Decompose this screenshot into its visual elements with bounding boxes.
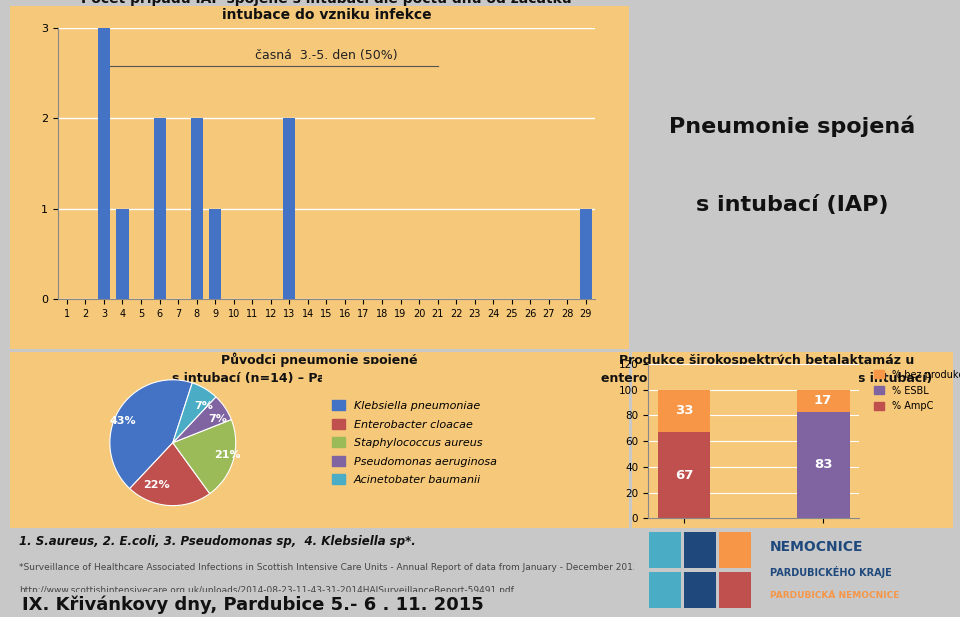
Bar <box>658 390 710 432</box>
Wedge shape <box>173 383 216 443</box>
Text: 22%: 22% <box>143 481 170 491</box>
Text: 67: 67 <box>675 469 693 482</box>
Text: *Surveillance of Healthcare Associated Infections in Scottish Intensive Care Uni: *Surveillance of Healthcare Associated I… <box>19 563 702 572</box>
Wedge shape <box>130 443 210 505</box>
FancyBboxPatch shape <box>684 532 716 568</box>
Text: NEMOCNICE: NEMOCNICE <box>770 540 863 554</box>
FancyBboxPatch shape <box>719 532 751 568</box>
Bar <box>154 118 165 299</box>
Bar <box>580 209 592 299</box>
FancyBboxPatch shape <box>650 532 682 568</box>
Wedge shape <box>173 420 236 494</box>
Text: 7%: 7% <box>208 413 228 424</box>
Legend: počet případů: počet případů <box>644 140 761 160</box>
Bar <box>116 209 129 299</box>
Text: PARDUBICKÉHO KRAJE: PARDUBICKÉHO KRAJE <box>770 566 892 578</box>
Bar <box>797 390 850 412</box>
Bar <box>209 209 221 299</box>
Text: 7%: 7% <box>195 401 213 411</box>
Text: Pneumonie spojená: Pneumonie spojená <box>669 115 916 137</box>
Bar <box>283 118 296 299</box>
FancyBboxPatch shape <box>650 573 682 608</box>
Wedge shape <box>173 397 231 443</box>
Bar <box>658 432 710 518</box>
FancyBboxPatch shape <box>719 573 751 608</box>
Bar <box>98 28 110 299</box>
Text: PARDUBICKÁ NEMOCNICE: PARDUBICKÁ NEMOCNICE <box>770 591 900 600</box>
Text: IX. Křivánkovy dny, Pardubice 5.- 6 . 11. 2015: IX. Křivánkovy dny, Pardubice 5.- 6 . 11… <box>22 595 484 614</box>
Text: Původci pneumonie spojené
s intubací (n=14) – Pardubická nemocnice: Původci pneumonie spojené s intubací (n=… <box>172 352 467 384</box>
Text: 1. S.aureus, 2. E.coli, 3. Pseudomonas sp,  4. Klebsiella sp*.: 1. S.aureus, 2. E.coli, 3. Pseudomonas s… <box>19 534 416 548</box>
Bar <box>191 118 203 299</box>
Text: 83: 83 <box>814 458 832 471</box>
Text: 17: 17 <box>814 394 832 407</box>
Bar <box>797 412 850 518</box>
Text: s intubací (IAP): s intubací (IAP) <box>696 195 889 215</box>
Text: časná  3.-5. den (50%): časná 3.-5. den (50%) <box>255 49 397 62</box>
Text: 33: 33 <box>675 405 693 418</box>
Legend: % bez produkce, % ESBL, % AmpC: % bez produkce, % ESBL, % AmpC <box>871 366 960 415</box>
Text: http://www.scottishintensivecare.org.uk/uploads/2014-08-23-11-43-31-2014HAISurve: http://www.scottishintensivecare.org.uk/… <box>19 586 514 595</box>
FancyBboxPatch shape <box>684 573 716 608</box>
Text: 21%: 21% <box>214 450 241 460</box>
Legend: Klebsiella pneumoniae, Enterobacter cloacae, Staphylococcus aureus, Pseudomonas : Klebsiella pneumoniae, Enterobacter cloa… <box>327 395 501 490</box>
Wedge shape <box>109 380 192 489</box>
Text: Produkce širokospektrých betalaktamáz u
enterobakterií  (pneumonie spojená s int: Produkce širokospektrých betalaktamáz u … <box>601 354 932 385</box>
Text: 43%: 43% <box>109 416 136 426</box>
Title: Počet případů IAP spojené s intubací dle počtu dnů od začátku
intubace do vzniku: Počet případů IAP spojené s intubací dle… <box>81 0 572 22</box>
